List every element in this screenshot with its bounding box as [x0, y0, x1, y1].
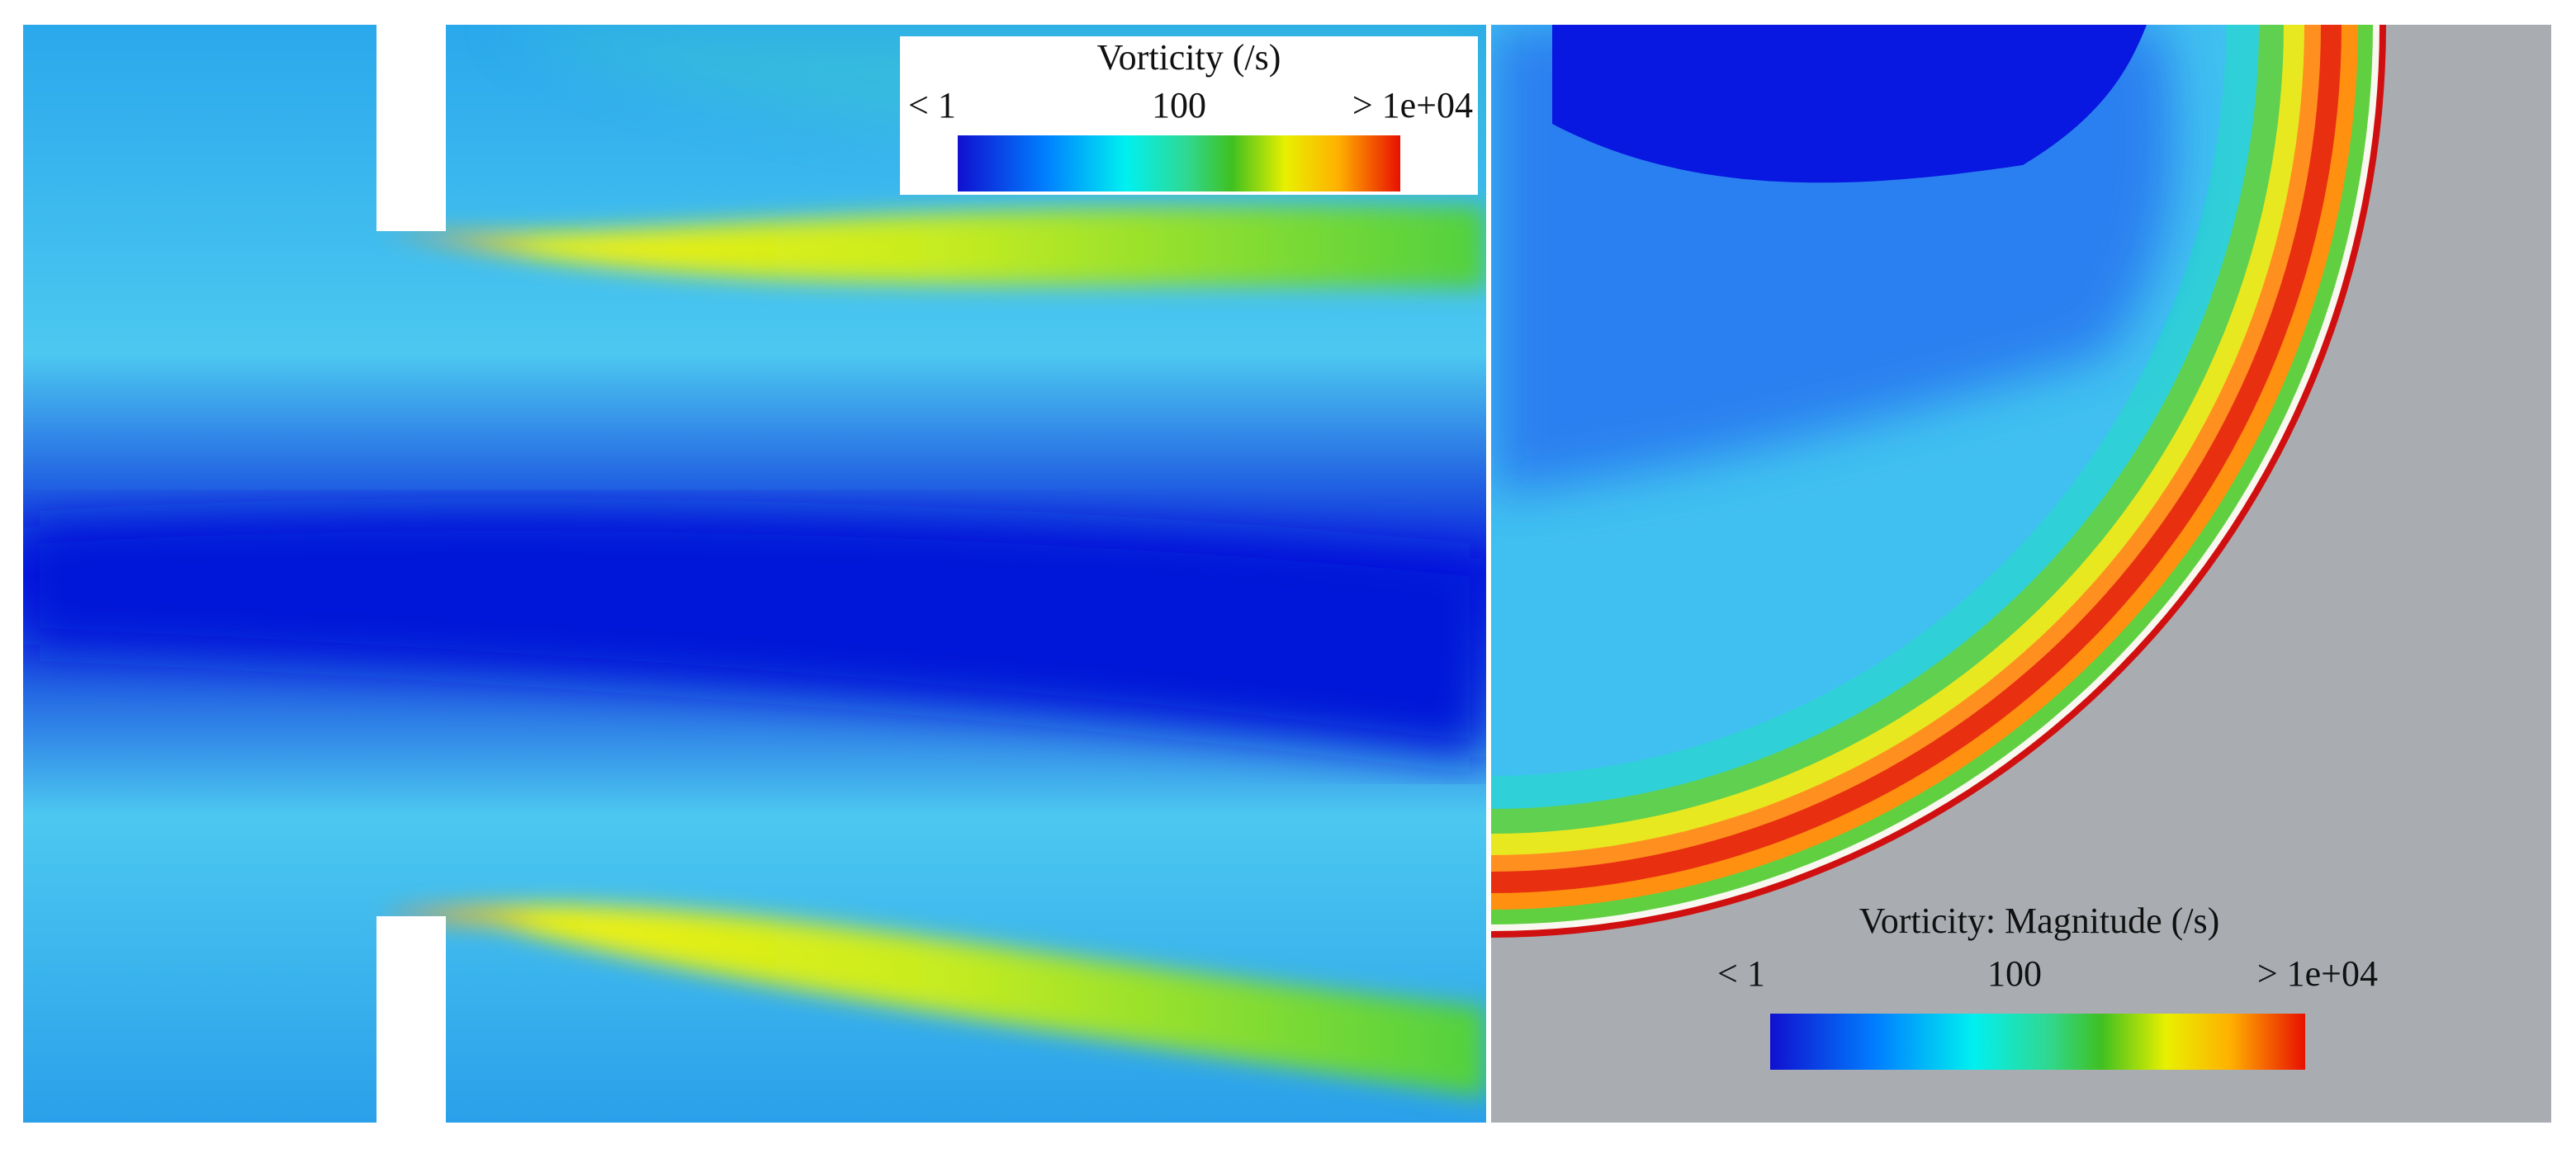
legend-label: > 1e+04	[2257, 953, 2378, 994]
baffle	[376, 25, 446, 231]
right-field: Vorticity: Magnitude (/s) < 1 100 > 1e+0…	[1491, 25, 2551, 1123]
legend-label: 100	[1152, 85, 1206, 125]
baffle	[376, 916, 446, 1123]
legend-label: < 1	[1717, 953, 1765, 994]
legend-title: Vorticity (/s)	[1097, 37, 1281, 78]
legend-title: Vorticity: Magnitude (/s)	[1859, 901, 2220, 941]
legend-label: 100	[1987, 953, 2042, 994]
colorbar	[958, 135, 1400, 192]
left-field: Vorticity (/s) < 1 100 > 1e+04	[23, 25, 1486, 1123]
colorbar	[1770, 1014, 2305, 1070]
legend-label: > 1e+04	[1352, 85, 1473, 125]
legend-label: < 1	[908, 85, 956, 125]
